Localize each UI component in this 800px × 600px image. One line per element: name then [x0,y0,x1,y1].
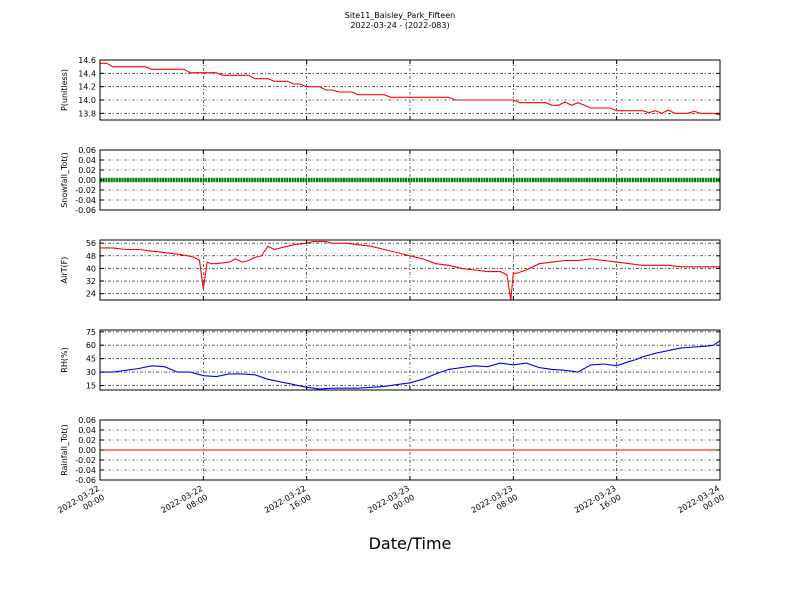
y-tick-label: 0.02 [78,436,96,445]
y-tick-label: -0.04 [75,196,96,205]
x-axis-title: Date/Time [368,534,452,553]
x-tick-label: 2022-03-2300:00 [366,484,416,524]
y-tick-label: 48 [86,252,96,261]
y-tick-label: 15 [86,382,96,391]
panel-3: 56 48 40 32 24 AirT(F) [60,239,721,301]
y-tick-label: 60 [86,341,96,350]
y-tick-label: 24 [86,290,96,299]
figure-title-line2: 2022-03-24 - (2022-083) [350,21,450,30]
x-tick-label: 2022-03-2308:00 [470,484,520,524]
panel-5: 0.060.040.020.00-0.02-0.04-0.06 Rainfall_… [60,416,721,485]
y-tick-label: 13.8 [78,109,96,118]
panel-4: 75 60 45 30 15 RH(%) [60,328,721,391]
x-tick-label: 2022-03-2400:00 [676,484,726,524]
y-tick-label: 14.2 [78,83,96,92]
y-tick-label: -0.02 [75,186,96,195]
y-tick-label: 0.06 [78,416,96,425]
y-tick-label: 45 [86,355,96,364]
y-tick-label: 0.00 [78,176,96,185]
y-axis-label: AirT(F) [60,257,69,284]
x-tick-label: 2022-03-2216:00 [263,484,313,524]
panel-2: 0.060.040.020.00-0.02-0.04-0.06 Snowfall_… [60,146,721,215]
series-line [100,241,720,301]
y-tick-label: -0.02 [75,456,96,465]
y-axis-label: P(unitless) [60,69,69,111]
y-tick-label: 56 [86,239,96,248]
panel-1: 14.6 14.4 14.2 14.0 13.8 P(unitless) [60,56,721,121]
series-line [100,340,721,390]
y-tick-label: 75 [86,328,96,337]
y-axis-label: Snowfall_Tot() [60,152,69,208]
y-tick-label: 0.06 [78,146,96,155]
y-tick-label: 0.02 [78,166,96,175]
y-tick-label: 0.04 [78,156,96,165]
x-tick-label: 2022-03-2200:00 [56,484,106,524]
series-line [100,62,721,116]
y-tick-label: 0.04 [78,426,96,435]
y-tick-label: 14.6 [78,56,96,65]
y-tick-label: 14.4 [78,69,96,78]
y-axis-label: Rainfall_Tot() [60,424,69,476]
y-tick-label: -0.06 [75,206,96,215]
y-tick-label: 32 [86,277,96,286]
y-tick-label: 40 [86,264,96,273]
y-tick-label: 14.0 [78,96,96,105]
y-tick-label: 0.00 [78,446,96,455]
x-tick-label: 2022-03-2316:00 [573,484,623,524]
y-tick-label: -0.06 [75,476,96,485]
y-axis-label: RH(%) [60,347,69,372]
y-tick-label: 30 [86,368,96,377]
figure-title-line1: Site11_Baisley_Park_Fifteen [344,11,456,20]
y-tick-label: -0.04 [75,466,96,475]
x-tick-label: 2022-03-2208:00 [160,484,210,524]
